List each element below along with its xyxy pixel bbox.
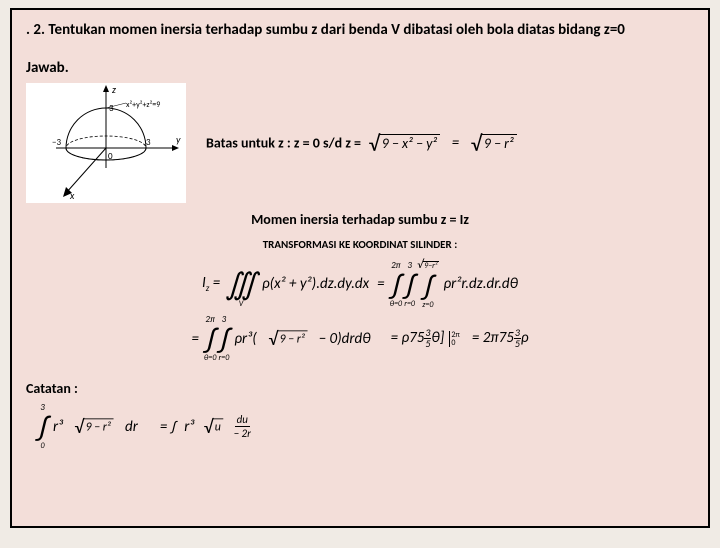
moment-line: Momen inersia terhadap sumbu z = Iz <box>26 211 694 228</box>
equation-2: = 2π∫θ=0 3∫r=0 ρr³( √9 − r² − 0)drdθ = ρ… <box>26 315 694 362</box>
eval-bracket-1: 2π0 <box>449 331 459 347</box>
note-equation: 3∫0 r³ √9 − r² dr = ∫ r³ √u du − 2r <box>36 403 694 450</box>
z-axis-label: z <box>112 83 116 96</box>
equation-1: Iz = ∭V ρ(x² + y²).dz.dy.dx = 2π∫θ=0 3∫r… <box>26 259 694 309</box>
rhs2: = 2π75 <box>472 329 514 347</box>
iz-sub: z <box>206 283 210 294</box>
note-lhs-rad: 9 − r² <box>84 418 114 434</box>
int-z: √9−r² ∫z=0 <box>417 259 438 309</box>
radicand-1: 9 − x² − y² <box>380 134 440 153</box>
answer-label: Jawab. <box>26 59 694 77</box>
x-axis-label: x <box>69 189 75 202</box>
int-note: 3∫0 <box>37 403 48 450</box>
radical-icon: √ <box>369 130 380 157</box>
sqrt-cyl: √ 9 − r² <box>471 130 517 157</box>
limits-text: Batas untuk z : z = 0 s/d z = <box>206 134 361 151</box>
y-axis-label: y <box>176 133 181 146</box>
radicand-2: 9 − r² <box>482 134 517 153</box>
radical-icon: √ <box>471 130 482 157</box>
triple-integral-V: ∭V <box>224 261 258 308</box>
int-r: 3∫r=0 <box>404 261 415 308</box>
int-theta: 2π∫θ=0 <box>390 261 403 308</box>
note-rhs-rad: u <box>213 418 223 434</box>
int-theta-2: 2π∫θ=0 <box>204 315 217 362</box>
int-r-2: 3∫r=0 <box>218 315 229 362</box>
integrand-2a: ρr³( <box>234 330 256 348</box>
integrand-cart: ρ(x² + y²).dz.dy.dx <box>262 275 369 293</box>
note-lhs-tail: dr <box>125 418 138 436</box>
rhs1a: = ρ75 <box>391 329 425 347</box>
note-frac: du − 2r <box>232 413 253 440</box>
slide: . 2. Tentukan momen inersia terhadap sum… <box>10 8 710 528</box>
radicand-eq2: 9 − r² <box>278 330 308 346</box>
limits-column: Batas untuk z : z = 0 s/d z = √ 9 − x² −… <box>206 130 694 157</box>
integrand-2b: − 0)drdθ <box>319 330 371 348</box>
row-diagram-limits: z y x 3 −3 3 0 x²+y²+z²=9 Batas untuk z … <box>26 83 694 203</box>
sqrt-cart: √ 9 − x² − y² <box>369 130 440 157</box>
transform-line: TRANSFORMASI KE KOORDINAT SILINDER : <box>26 238 694 251</box>
sphere-equation: x²+y²+z²=9 <box>126 100 160 110</box>
rhs2tail: ρ <box>521 329 529 347</box>
tick-3-y: 3 <box>146 137 151 148</box>
tick-3-z: 3 <box>109 103 114 114</box>
integrand-cyl: ρr²r.dz.dr.dθ <box>444 275 518 293</box>
note-label: Catatan : <box>26 380 694 397</box>
equals-1: = <box>452 134 459 152</box>
problem-statement: . 2. Tentukan momen inersia terhadap sum… <box>26 20 694 41</box>
rhs1b: θ] <box>431 329 444 347</box>
tick-0: 0 <box>108 151 113 162</box>
note-lhs-body: r³ <box>53 418 63 436</box>
tick-neg3: −3 <box>52 137 61 148</box>
note-rhs-body: r³ <box>184 418 194 436</box>
sphere-diagram: z y x 3 −3 3 0 x²+y²+z²=9 <box>26 83 186 203</box>
